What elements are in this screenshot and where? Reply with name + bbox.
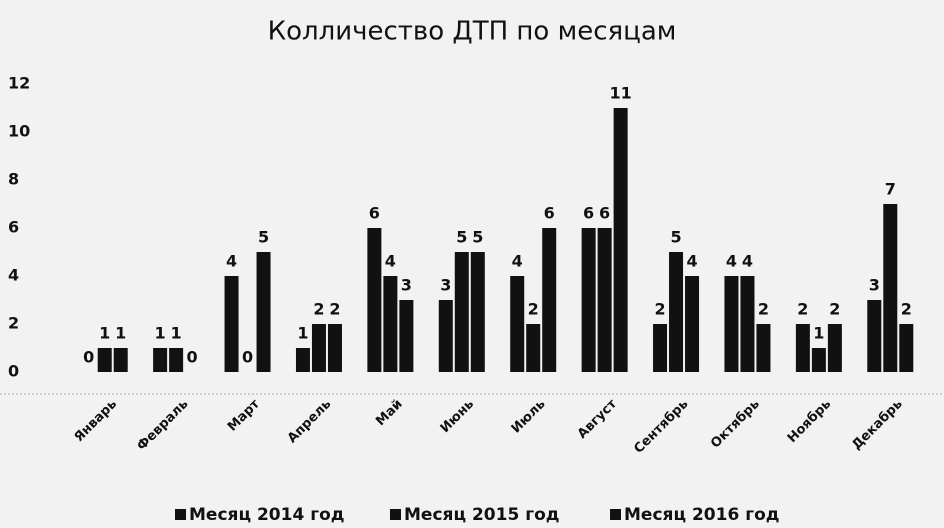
data-label: 2 [528, 300, 539, 319]
y-tick-label: 12 [8, 74, 30, 93]
data-label: 0 [83, 348, 94, 367]
data-label: 5 [456, 228, 467, 247]
bar [327, 324, 342, 372]
data-label: 1 [99, 324, 110, 343]
data-label: 1 [115, 324, 126, 343]
data-label: 2 [313, 300, 324, 319]
bar [97, 348, 112, 372]
data-label: 2 [654, 300, 665, 319]
bar [669, 252, 684, 372]
data-label: 11 [609, 84, 631, 103]
bar [256, 252, 271, 372]
bar [724, 276, 739, 372]
data-label: 7 [885, 180, 896, 199]
legend-label: Месяц 2014 год [189, 505, 344, 525]
bar [169, 348, 184, 372]
data-label: 4 [385, 252, 396, 271]
data-label: 0 [187, 348, 198, 367]
data-label: 5 [258, 228, 269, 247]
data-label: 2 [901, 300, 912, 319]
data-label: 3 [401, 276, 412, 295]
data-label: 5 [670, 228, 681, 247]
data-label: 4 [686, 252, 697, 271]
y-tick-label: 2 [8, 314, 19, 333]
data-label: 0 [242, 348, 253, 367]
legend-label: Месяц 2015 год [404, 505, 559, 525]
data-label: 4 [226, 252, 237, 271]
bar [542, 228, 557, 372]
bar [367, 228, 382, 372]
bar [399, 300, 414, 372]
chart-title: Колличество ДТП по месяцам [268, 17, 677, 47]
bar [740, 276, 755, 372]
data-label: 2 [758, 300, 769, 319]
data-label: 6 [544, 204, 555, 223]
data-label: 1 [813, 324, 824, 343]
data-label: 4 [742, 252, 753, 271]
bar [438, 300, 453, 372]
data-label: 6 [583, 204, 594, 223]
bar [383, 276, 398, 372]
data-label: 6 [369, 204, 380, 223]
bar [470, 252, 485, 372]
bar [867, 300, 882, 372]
bar [113, 348, 128, 372]
y-tick-label: 8 [8, 170, 19, 189]
bar [756, 324, 771, 372]
y-tick-label: 4 [8, 266, 19, 285]
data-label: 2 [797, 300, 808, 319]
bar [883, 204, 898, 372]
data-label: 3 [440, 276, 451, 295]
data-label: 4 [512, 252, 523, 271]
bar [597, 228, 612, 372]
bar [581, 228, 596, 372]
bar [811, 348, 826, 372]
legend-swatch [390, 509, 401, 520]
bar [685, 276, 700, 372]
bar [526, 324, 541, 372]
bar [224, 276, 239, 372]
data-label: 4 [726, 252, 737, 271]
bar [510, 276, 525, 372]
bar [613, 108, 628, 372]
y-tick-label: 0 [8, 362, 19, 381]
bar [795, 324, 810, 372]
bar [899, 324, 914, 372]
data-label: 1 [155, 324, 166, 343]
data-label: 2 [829, 300, 840, 319]
legend-swatch [175, 509, 186, 520]
data-label: 2 [329, 300, 340, 319]
data-label: 6 [599, 204, 610, 223]
legend-label: Месяц 2016 год [624, 505, 779, 525]
bar [827, 324, 842, 372]
data-label: 5 [472, 228, 483, 247]
bar [295, 348, 310, 372]
y-tick-label: 10 [8, 122, 30, 141]
legend-swatch [610, 509, 621, 520]
data-label: 1 [171, 324, 182, 343]
bar [311, 324, 326, 372]
bar [653, 324, 668, 372]
bar [153, 348, 168, 372]
data-label: 3 [869, 276, 880, 295]
bar [454, 252, 469, 372]
y-tick-label: 6 [8, 218, 19, 237]
data-label: 1 [297, 324, 308, 343]
